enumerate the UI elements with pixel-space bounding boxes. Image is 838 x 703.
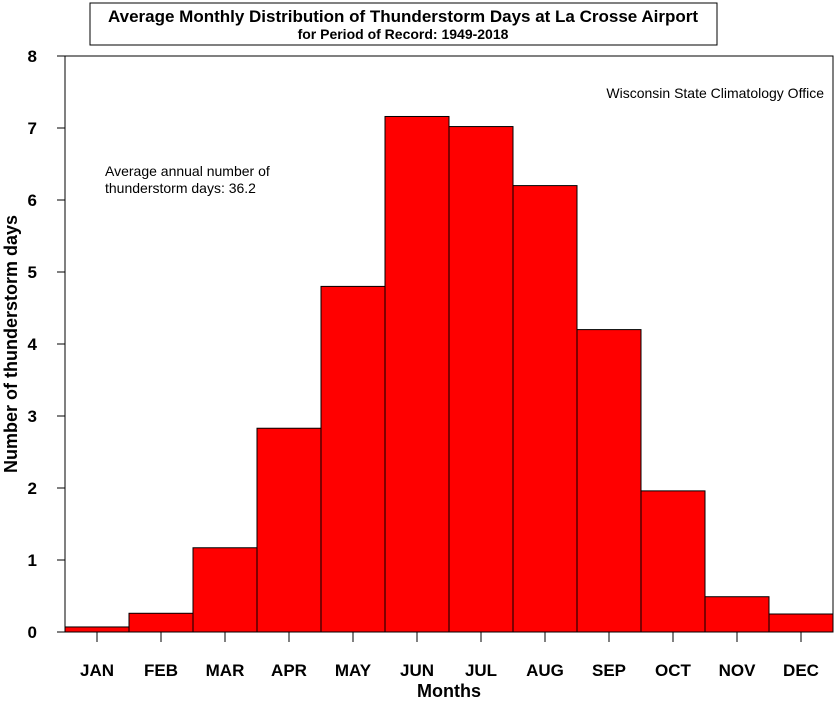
- y-tick-label: 6: [28, 191, 37, 210]
- y-tick-label: 3: [28, 407, 37, 426]
- y-axis: 0 1 2 3 4 5 6 7 8: [28, 47, 65, 642]
- y-axis-label: Number of thunderstorm days: [1, 215, 21, 473]
- bar-nov: [704, 596, 770, 633]
- y-tick-label: 1: [28, 551, 37, 570]
- x-tick-label-apr: APR: [271, 661, 307, 680]
- x-tick-label-jun: JUN: [400, 661, 434, 680]
- bar-dec: [768, 613, 834, 633]
- y-tick-label: 5: [28, 263, 37, 282]
- bar-jun: [384, 115, 450, 633]
- x-axis: JAN FEB MAR APR MAY JUN JUL AUG SEP OCT NOV DEC: [80, 632, 819, 680]
- bar-jan: [64, 626, 130, 633]
- bar-sep: [576, 329, 642, 633]
- bar-mar: [192, 547, 258, 633]
- x-tick-label-dec: DEC: [783, 661, 819, 680]
- title-box: [89, 2, 718, 46]
- bar-feb: [128, 612, 194, 633]
- y-tick-label: 2: [28, 479, 37, 498]
- x-tick-label-aug: AUG: [526, 661, 564, 680]
- source-annotation: Wisconsin State Climatology Office: [606, 85, 824, 101]
- x-tick-label-mar: MAR: [206, 661, 245, 680]
- chart-subtitle: for Period of Record: 1949-2018: [298, 26, 509, 42]
- x-tick-label-feb: FEB: [144, 661, 178, 680]
- x-tick-label-may: MAY: [335, 661, 372, 680]
- bar-apr: [256, 427, 322, 633]
- bar-may: [320, 285, 386, 633]
- chart-title: Average Monthly Distribution of Thunders…: [108, 7, 698, 26]
- y-tick-label: 7: [28, 119, 37, 138]
- bars-group: [64, 115, 834, 633]
- bar-jul: [448, 126, 514, 633]
- x-tick-label-oct: OCT: [655, 661, 692, 680]
- annual-annotation-line2: thunderstorm days: 36.2: [105, 180, 256, 196]
- y-tick-label: 8: [28, 47, 37, 66]
- bar-oct: [640, 490, 706, 633]
- bar-aug: [512, 185, 578, 633]
- annual-annotation-line1: Average annual number of: [105, 163, 270, 179]
- y-tick-label: 4: [28, 335, 38, 354]
- x-tick-label-jan: JAN: [80, 661, 114, 680]
- x-axis-label: Months: [417, 681, 481, 701]
- x-tick-label-jul: JUL: [465, 661, 497, 680]
- x-tick-label-sep: SEP: [592, 661, 626, 680]
- y-tick-label: 0: [28, 623, 37, 642]
- x-tick-label-nov: NOV: [719, 661, 757, 680]
